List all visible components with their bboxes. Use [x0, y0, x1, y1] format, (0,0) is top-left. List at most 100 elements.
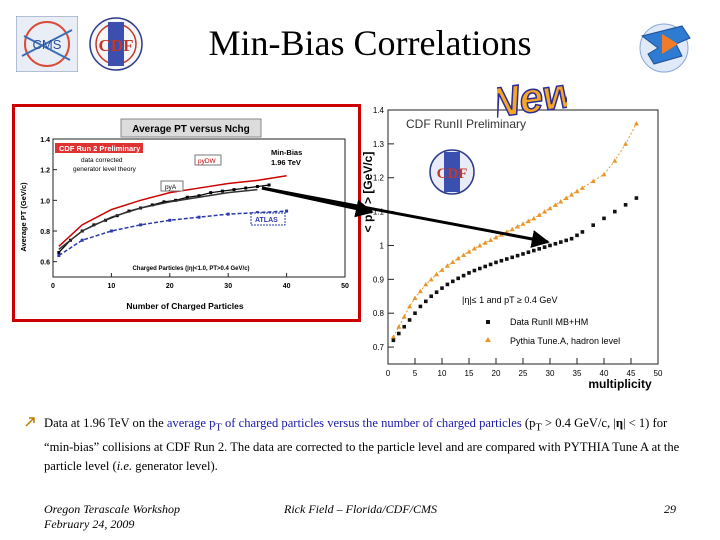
- data-point: [407, 318, 412, 322]
- svg-text:Charged Particles (|η|<1.0, PT: Charged Particles (|η|<1.0, PT>0.4 GeV/c…: [132, 266, 249, 272]
- data-point: [440, 286, 444, 290]
- pythia-point: [423, 281, 429, 287]
- inset-x-tick: 0: [51, 283, 55, 290]
- x-tick-label: 0: [386, 369, 391, 378]
- y-tick-label: 1: [380, 241, 385, 250]
- data-point: [510, 255, 514, 260]
- pythia-point: [412, 295, 418, 300]
- inset-line-data: [58, 184, 270, 253]
- pythia-point: [579, 185, 585, 190]
- pythia-point: [504, 229, 510, 234]
- data-point: [461, 273, 466, 278]
- bullet-paragraph: Data at 1.96 TeV on the average pT of ch…: [44, 416, 680, 473]
- footer-workshop: Oregon Terascale Workshop: [44, 502, 181, 516]
- pythia-point: [493, 234, 499, 240]
- x-tick-label: 25: [519, 369, 528, 378]
- pythia-point: [488, 237, 494, 243]
- data-point: [429, 294, 433, 299]
- inset-data-point: [209, 191, 213, 195]
- legend-pythia-marker: [485, 337, 491, 342]
- data-point: [472, 268, 477, 273]
- inset-chart-panel: Average PT versus Nchg 0 10 20 30 40 50 0.6 0.8…: [12, 104, 361, 322]
- data-point: [526, 250, 531, 255]
- page-number: 29: [664, 502, 676, 516]
- pythia-point: [536, 212, 542, 217]
- chart-marks: [390, 121, 639, 343]
- inset-title: Average PT versus Nchg: [132, 124, 249, 135]
- inset-y-label: Average PT (GeV/c): [19, 182, 28, 252]
- svg-text:CDF: CDF: [99, 36, 134, 55]
- data-point: [418, 304, 423, 309]
- inset-y-tick: 1.2: [40, 168, 50, 175]
- pythia-point: [466, 249, 472, 254]
- svg-text:data corrected: data corrected: [81, 157, 123, 164]
- inset-data-point: [57, 250, 61, 254]
- data-point: [445, 282, 450, 287]
- inset-x-label: Number of Charged Particles: [126, 301, 243, 311]
- data-point: [542, 245, 547, 249]
- data-point: [515, 253, 520, 258]
- data-point: [591, 223, 595, 227]
- pythia-point: [558, 198, 564, 204]
- inset-marks: [57, 175, 289, 258]
- pythia-point: [439, 267, 445, 272]
- pythia-point: [444, 263, 450, 268]
- svg-text:ATLAS: ATLAS: [255, 217, 278, 224]
- pythia-point: [396, 324, 402, 329]
- y-tick-label: 1.2: [373, 174, 385, 183]
- inset-x-tick: 50: [341, 283, 349, 290]
- data-point: [559, 240, 563, 244]
- pythia-point: [563, 195, 569, 201]
- cdf-logo: CDF: [89, 17, 143, 71]
- data-point: [391, 338, 396, 343]
- data-point: [569, 236, 574, 241]
- inset-x-tick: 30: [224, 283, 232, 290]
- data-point: [553, 241, 558, 246]
- svg-text:1.96 TeV: 1.96 TeV: [271, 158, 301, 167]
- florida-logo: [639, 23, 691, 73]
- inset-line-pydw: [58, 175, 287, 247]
- pythia-point: [547, 205, 553, 211]
- inset-y-tick: 0.6: [40, 260, 50, 267]
- x-tick-label: 5: [413, 369, 418, 378]
- pythia-point: [542, 209, 548, 214]
- svg-text:generator level theory: generator level theory: [73, 166, 137, 173]
- pythia-point: [552, 202, 558, 207]
- footer-author: Rick Field – Florida/CDF/CMS: [284, 502, 437, 516]
- inset-data-point: [197, 194, 201, 198]
- cut-label: |η|≤ 1 and pT ≥ 0.4 GeV: [462, 295, 557, 305]
- inset-data-point: [162, 200, 166, 204]
- legend-data-marker: [486, 320, 490, 324]
- pythia-point: [390, 334, 396, 339]
- x-tick-label: 45: [627, 369, 636, 378]
- inset-title-box: [120, 118, 262, 138]
- pythia-point: [407, 303, 413, 309]
- y-axis-label: < pT > [GeV/c]: [361, 152, 375, 233]
- inset-y-tick: 1.4: [40, 137, 50, 144]
- cms-logo: CMS: [16, 16, 78, 72]
- svg-text:pyA: pyA: [165, 184, 177, 191]
- inset-data-point: [232, 188, 236, 192]
- pythia-point: [509, 226, 515, 232]
- data-point: [488, 262, 493, 267]
- data-point: [564, 238, 568, 243]
- data-point: [467, 271, 471, 275]
- inset-atlas-point: [109, 229, 113, 233]
- svg-text:CDF: CDF: [437, 166, 468, 182]
- x-tick-label: 20: [492, 369, 501, 378]
- x-tick-label: 10: [438, 369, 447, 378]
- data-point: [434, 290, 439, 295]
- data-point: [532, 248, 536, 253]
- data-point: [580, 230, 585, 234]
- pythia-point: [590, 178, 596, 184]
- pythia-point: [401, 314, 407, 319]
- inset-x-tick: 40: [283, 283, 291, 290]
- x-tick-label: 35: [573, 369, 582, 378]
- chart-title: CDF RunII Preliminary: [406, 117, 526, 131]
- inset-preliminary-box: [55, 143, 143, 153]
- data-point: [537, 247, 541, 251]
- svg-text:CMS: CMS: [33, 37, 62, 52]
- inset-x-tick: 10: [108, 283, 116, 290]
- pythia-point: [417, 288, 423, 294]
- svg-text:pyDW: pyDW: [198, 158, 217, 165]
